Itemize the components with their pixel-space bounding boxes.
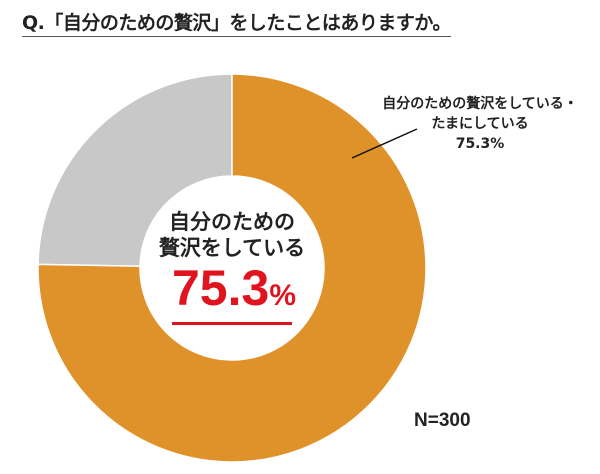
donut-slice-0 <box>37 73 427 463</box>
center-value: 75.3 <box>172 260 270 316</box>
center-label-line2: 贅沢をしている <box>158 236 306 260</box>
center-label-line1: 自分のための <box>169 210 295 234</box>
annotation-line1: 自分のための贅沢をしている・ <box>382 96 578 112</box>
center-percentage: 75.3% <box>172 260 296 325</box>
annotation-line2: たまにしている <box>431 116 529 132</box>
sample-size: N=300 <box>414 410 471 431</box>
annotation-value: 75.3% <box>455 136 505 152</box>
leader-line <box>351 128 418 159</box>
center-unit: % <box>269 279 297 312</box>
donut-slice-1 <box>37 73 233 268</box>
question-title: Q.「自分のための贅沢」をしたことはありますか。 <box>22 8 452 37</box>
